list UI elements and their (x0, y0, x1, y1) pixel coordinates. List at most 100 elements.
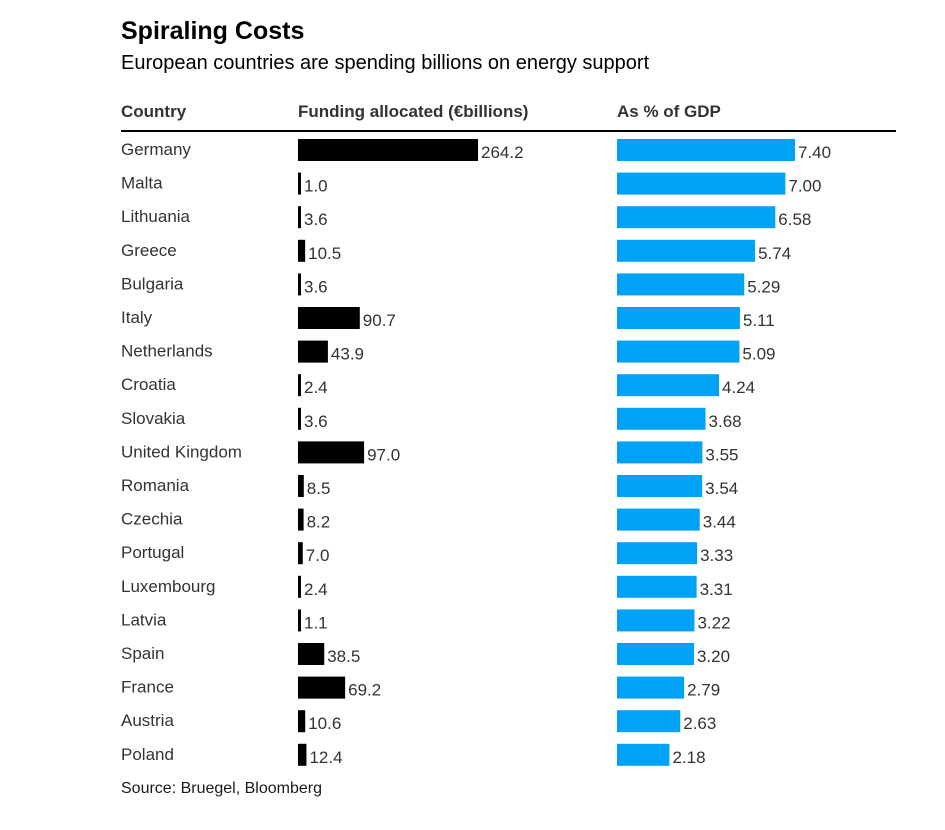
funding-column-header: Funding allocated (€billions) (298, 102, 529, 121)
gdp-bar (617, 139, 795, 161)
funding-bar (298, 542, 303, 565)
gdp-value-label: 5.74 (758, 244, 791, 263)
gdp-column-header: As % of GDP (617, 102, 721, 121)
funding-bar (298, 139, 478, 161)
gdp-bar (617, 609, 695, 632)
country-label: Portugal (121, 543, 184, 562)
country-column-header: Country (121, 102, 187, 121)
gdp-bar (617, 374, 719, 397)
gdp-value-label: 6.58 (778, 210, 811, 229)
gdp-bar (617, 643, 694, 665)
funding-bar (298, 743, 307, 766)
gdp-bar (617, 542, 698, 565)
country-label: Poland (121, 745, 174, 764)
source-note: Source: Bruegel, Bloomberg (121, 780, 322, 797)
funding-value-label: 90.7 (363, 311, 396, 330)
country-label: Germany (121, 140, 191, 159)
gdp-value-label: 3.54 (705, 479, 738, 498)
gdp-value-label: 3.33 (700, 546, 733, 565)
gdp-bar (617, 575, 697, 598)
funding-bar (298, 609, 301, 632)
chart-title: Spiraling Costs (121, 17, 305, 45)
funding-value-label: 7.0 (306, 546, 330, 565)
funding-value-label: 3.6 (304, 277, 328, 296)
gdp-bar (617, 475, 703, 497)
gdp-bar (617, 239, 756, 262)
gdp-value-label: 3.55 (705, 445, 738, 464)
country-label: Spain (121, 644, 164, 663)
gdp-value-label: 5.09 (742, 345, 775, 364)
gdp-bar (617, 206, 776, 229)
funding-bar (298, 508, 304, 531)
gdp-bar (617, 340, 740, 363)
country-label: Italy (121, 308, 153, 327)
funding-value-label: 97.0 (367, 445, 400, 464)
funding-value-label: 12.4 (309, 748, 342, 767)
funding-value-label: 8.5 (307, 479, 331, 498)
funding-value-label: 3.6 (304, 412, 328, 431)
funding-bar (298, 475, 304, 497)
funding-value-label: 1.0 (304, 177, 328, 196)
gdp-value-label: 2.63 (683, 714, 716, 733)
funding-bar (298, 172, 301, 195)
gdp-value-label: 4.24 (722, 378, 755, 397)
country-label: Croatia (121, 375, 176, 394)
funding-bar (298, 710, 306, 733)
gdp-bar (617, 172, 786, 195)
funding-bar (298, 307, 360, 329)
country-label: Luxembourg (121, 577, 216, 596)
country-label: Netherlands (121, 342, 213, 361)
gdp-value-label: 7.00 (788, 177, 821, 196)
gdp-value-label: 3.44 (703, 513, 736, 532)
gdp-bar (617, 508, 700, 531)
gdp-value-label: 3.31 (700, 580, 733, 599)
gdp-bar (617, 676, 685, 699)
funding-value-label: 43.9 (331, 345, 364, 364)
funding-bar (298, 340, 328, 363)
gdp-bar (617, 441, 703, 464)
country-label: Lithuania (121, 207, 191, 226)
funding-value-label: 69.2 (348, 681, 381, 700)
gdp-value-label: 7.40 (798, 143, 831, 162)
funding-bar (298, 676, 346, 699)
country-label: Romania (121, 476, 190, 495)
country-label: Slovakia (121, 409, 186, 428)
chart-subtitle: European countries are spending billions… (121, 52, 650, 74)
country-label: Greece (121, 241, 177, 260)
country-label: France (121, 678, 174, 697)
gdp-value-label: 3.22 (697, 613, 730, 632)
funding-value-label: 38.5 (327, 647, 360, 666)
country-label: Latvia (121, 610, 167, 629)
gdp-value-label: 5.29 (747, 277, 780, 296)
gdp-value-label: 2.79 (687, 681, 720, 700)
funding-bar (298, 273, 301, 296)
gdp-bar (617, 307, 740, 329)
gdp-bar (617, 710, 681, 733)
header-divider (121, 130, 896, 132)
gdp-value-label: 2.18 (672, 748, 705, 767)
funding-value-label: 10.6 (308, 714, 341, 733)
gdp-value-label: 3.20 (697, 647, 730, 666)
gdp-bar (617, 407, 706, 430)
country-label: Czechia (121, 510, 183, 529)
country-label: Malta (121, 174, 163, 193)
gdp-bar (617, 273, 745, 296)
gdp-value-label: 3.68 (709, 412, 742, 431)
funding-value-label: 10.5 (308, 244, 341, 263)
funding-bar (298, 441, 365, 464)
funding-bar (298, 407, 301, 430)
gdp-value-label: 5.11 (743, 311, 775, 330)
funding-value-label: 3.6 (304, 210, 328, 229)
funding-value-label: 264.2 (481, 143, 524, 162)
funding-bar (298, 374, 301, 397)
country-label: United Kingdom (121, 442, 242, 461)
funding-value-label: 2.4 (304, 378, 328, 397)
funding-bar (298, 575, 301, 598)
funding-value-label: 2.4 (304, 580, 328, 599)
country-label: Austria (121, 711, 174, 730)
country-label: Bulgaria (121, 274, 184, 293)
gdp-bar (617, 743, 670, 766)
funding-value-label: 1.1 (304, 613, 328, 632)
funding-bar (298, 239, 306, 262)
